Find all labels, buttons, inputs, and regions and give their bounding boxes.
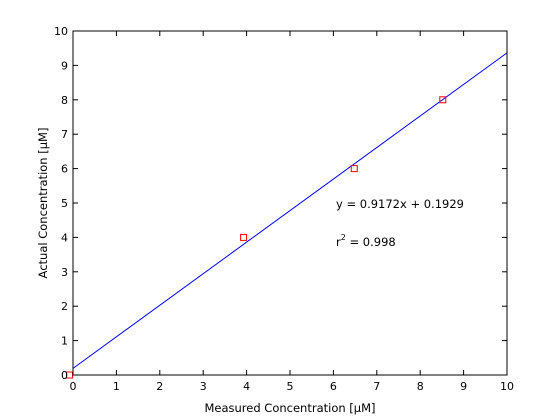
fit-line-layer	[72, 52, 508, 369]
data-point-square-marker	[350, 165, 358, 173]
x-tick-label: 1	[113, 380, 120, 393]
data-point-square-marker	[240, 233, 248, 241]
y-tick-label: 5	[61, 197, 68, 210]
x-tick-label: 0	[70, 380, 77, 393]
y-tick-label: 1	[61, 335, 68, 348]
y-tick-label: 2	[61, 300, 68, 313]
x-tick-label: 8	[417, 380, 424, 393]
y-tick-label: 3	[61, 266, 68, 279]
x-axis-label: Measured Concentration [µM]	[204, 401, 375, 415]
r-squared-superscript: 2	[341, 233, 346, 242]
x-tick-label: 4	[243, 380, 250, 393]
r-squared-base: r	[336, 235, 341, 249]
r-squared-value: = 0.998	[346, 235, 396, 249]
x-tick-label: 10	[500, 380, 514, 393]
y-tick-label: 7	[61, 128, 68, 141]
fit-line	[72, 52, 508, 369]
y-tick-label: 9	[61, 59, 68, 72]
fit-equation-annotation: y = 0.9172x + 0.1929	[336, 197, 464, 211]
data-point-square-marker	[439, 96, 447, 104]
y-tick-label: 10	[54, 25, 68, 38]
x-tick-label: 5	[287, 380, 294, 393]
x-tick-label: 3	[200, 380, 207, 393]
y-tick-label: 8	[61, 94, 68, 107]
y-tick-label: 6	[61, 163, 68, 176]
x-tick-label: 2	[156, 380, 163, 393]
y-tick-label: 4	[61, 231, 68, 244]
plot-area	[73, 31, 507, 375]
y-axis-ticks: 0 1 2 3 4 5 6 7 8 9 10	[54, 25, 507, 382]
y-axis-label: Actual Concentration [µM]	[36, 128, 50, 279]
y-tick-label: 0	[61, 369, 68, 382]
x-axis-ticks: 0 1 2 3 4 5 6 7 8 9 10	[70, 31, 514, 393]
x-tick-label: 9	[460, 380, 467, 393]
r-squared-annotation: r2 = 0.998	[336, 233, 396, 249]
x-tick-label: 6	[330, 380, 337, 393]
x-tick-label: 7	[373, 380, 380, 393]
